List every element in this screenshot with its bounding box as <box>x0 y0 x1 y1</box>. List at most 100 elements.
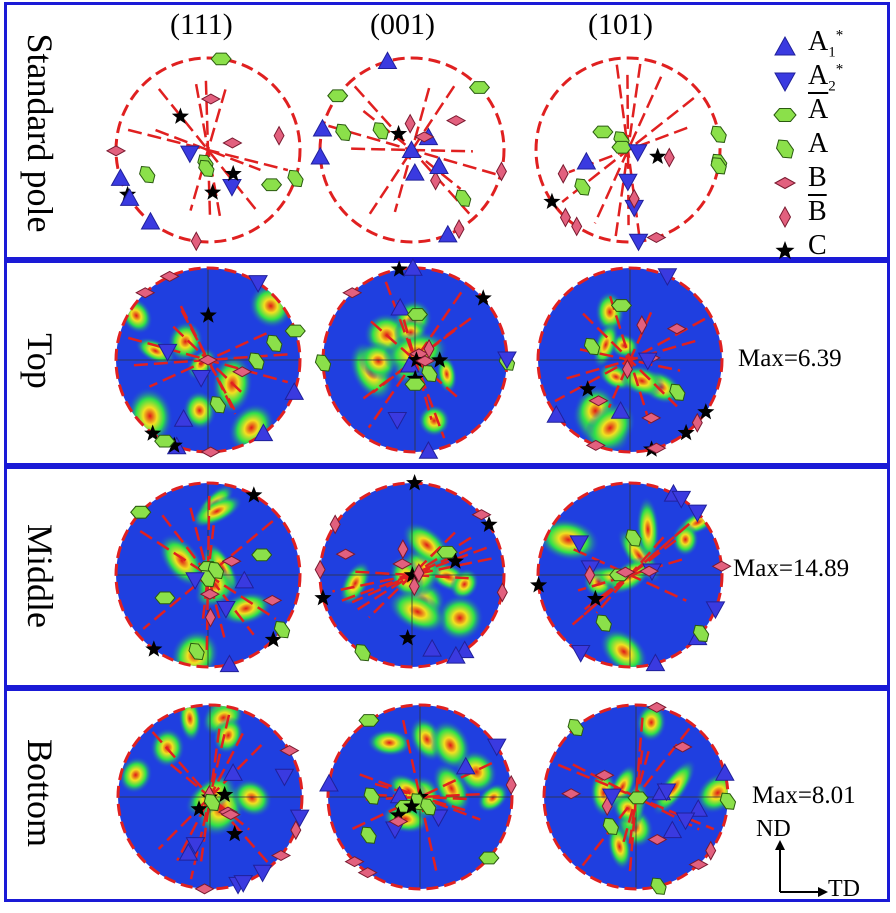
hexagon-flat-marker <box>592 125 614 139</box>
diamond-wide-marker <box>159 270 180 282</box>
diamond-tall-marker <box>559 207 571 228</box>
hexagon-tilted-marker <box>273 621 291 639</box>
diamond-tall-marker <box>430 170 442 191</box>
diamond-wide-marker <box>262 594 283 606</box>
hexagon-tilted-icon <box>775 139 795 159</box>
star-marker <box>406 474 424 491</box>
diamond-tall-marker <box>663 147 675 168</box>
triangle-up-marker <box>546 404 567 423</box>
diamond-tall-marker <box>314 559 326 580</box>
diamond-wide-marker <box>199 588 220 600</box>
hexagon-tilted-marker <box>583 337 601 356</box>
star-marker <box>586 589 604 607</box>
star-marker <box>399 629 417 646</box>
row-label-top: Top <box>20 333 60 389</box>
star-marker <box>216 785 234 803</box>
triangle-down-marker <box>222 178 242 197</box>
row-top <box>4 260 890 466</box>
diamond-tall-marker <box>705 840 717 861</box>
diamond-tall-marker <box>329 514 341 535</box>
hexagon-tilted-marker <box>360 826 377 844</box>
pole-figure-middle-101 <box>530 481 732 672</box>
diamond-tall-icon <box>778 205 792 229</box>
diamond-wide-marker <box>646 442 667 454</box>
hexagon-tilted-marker <box>266 334 283 352</box>
hexagon-flat-marker <box>406 308 429 321</box>
star-marker <box>314 589 332 606</box>
diamond-wide-marker <box>344 856 365 868</box>
star-marker <box>390 124 408 142</box>
triangle-up-marker <box>446 645 466 664</box>
pole-figure-top-001 <box>314 257 517 459</box>
triangle-down-marker <box>248 275 268 293</box>
star-marker <box>407 351 425 368</box>
star-marker <box>199 306 217 323</box>
diamond-tall-marker <box>557 163 569 184</box>
star-marker <box>403 566 421 583</box>
diamond-wide-marker <box>615 566 636 578</box>
row-middle <box>4 466 890 688</box>
pole-figure-bottom-111 <box>116 703 310 895</box>
diamond-wide-marker <box>666 323 687 335</box>
hexagon-tilted-marker <box>248 352 265 370</box>
max-label-middle: Max=14.89 <box>733 555 850 582</box>
triangle-down-marker <box>657 268 678 286</box>
star-marker <box>144 424 162 441</box>
triangle-up-marker <box>645 653 666 672</box>
diamond-wide-marker <box>594 769 615 781</box>
star-marker <box>649 147 667 164</box>
hexagon-flat-marker <box>468 81 491 94</box>
hexagon-tilted-marker <box>669 383 686 401</box>
diamond-wide-marker <box>647 834 668 846</box>
triangle-down-marker <box>569 535 590 554</box>
star-marker <box>446 552 464 569</box>
triangle-down-marker <box>570 644 591 663</box>
triangle-down-marker <box>601 788 622 807</box>
row-label-standard-pole: Standard pole <box>20 33 60 233</box>
diamond-tall-marker <box>423 338 435 359</box>
hexagon-flat-marker <box>260 178 283 192</box>
triangle-down-marker <box>387 412 408 430</box>
star-marker <box>224 164 242 182</box>
diamond-wide-marker <box>471 509 492 521</box>
legend-label: A <box>808 128 829 159</box>
diamond-wide-marker <box>646 231 667 244</box>
triangle-up-marker <box>319 773 339 792</box>
triangle-down-marker <box>157 343 178 362</box>
hexagon-tilted-marker <box>198 159 215 178</box>
triangle-down-marker <box>675 812 696 831</box>
triangle-up-marker <box>390 297 411 316</box>
hexagon-tilted-marker <box>710 157 727 175</box>
hexagon-tilted-marker <box>710 125 727 143</box>
triangle-down-marker <box>618 173 638 192</box>
hexagon-tilted-marker <box>574 178 591 196</box>
diamond-wide-marker <box>220 809 241 821</box>
pole-figure-standard-pole-001 <box>310 51 507 244</box>
hexagon-flat-marker <box>478 851 500 865</box>
triangle-down-icon <box>774 72 796 93</box>
legend-label: B <box>808 162 827 193</box>
diamond-wide-marker <box>194 883 215 895</box>
diamond-wide-marker <box>197 354 219 366</box>
triangle-up-marker <box>310 146 331 165</box>
diamond-wide-marker <box>585 439 606 451</box>
diamond-wide-marker <box>446 115 467 127</box>
triangle-up-marker <box>312 118 333 137</box>
diamond-wide-marker <box>588 395 609 407</box>
triangle-up-marker <box>662 820 683 839</box>
diamond-tall-marker <box>628 188 640 209</box>
diamond-tall-marker <box>397 539 409 560</box>
legend-label: A1* <box>808 26 844 61</box>
column-header-101: (101) <box>588 8 653 41</box>
diamond-tall-marker <box>453 219 465 240</box>
row-standard-pole <box>4 2 890 260</box>
pole-figure-middle-001 <box>314 474 508 669</box>
max-label-top: Max=6.39 <box>738 345 842 372</box>
hexagon-tilted-marker <box>595 614 612 632</box>
diamond-tall-marker <box>636 315 648 336</box>
legend-label: B <box>808 196 827 227</box>
triangle-up-marker <box>377 51 398 70</box>
triangle-down-marker <box>252 864 273 883</box>
max-label-bottom: Max=8.01 <box>752 782 856 809</box>
hexagon-tilted-marker <box>421 364 438 383</box>
